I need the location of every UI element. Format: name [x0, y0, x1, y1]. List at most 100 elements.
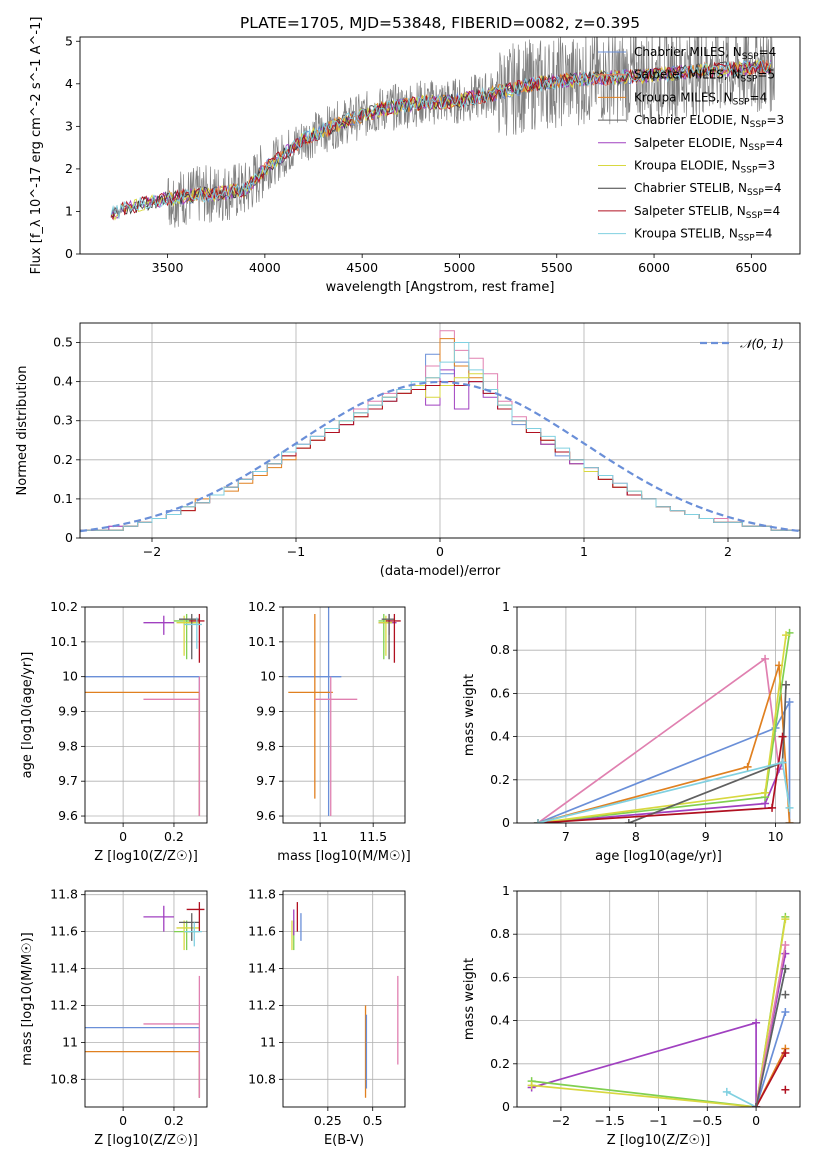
y-tick-label: 0.6 — [490, 969, 510, 984]
plot-area — [80, 330, 800, 533]
x-tick-label: 0 — [436, 544, 444, 559]
y-tick-label: 0.4 — [53, 374, 73, 389]
plus-marker — [785, 803, 794, 812]
x-tick-label: 8 — [632, 829, 640, 844]
weight-line — [531, 918, 787, 1107]
x-tick-label: 4500 — [346, 260, 378, 275]
y-tick-label: 4 — [65, 76, 73, 91]
x-tick-label: 0.2 — [164, 829, 184, 844]
plus-marker — [785, 819, 794, 823]
plus-marker — [781, 1085, 790, 1094]
plus-marker — [768, 803, 777, 812]
chart-age-weight: 7 8 9 10 0 0.2 0.4 0.6 0.8 1 age [log10(age/yr)] ma… — [462, 599, 801, 864]
x-tick-label: 11 — [312, 829, 328, 844]
y-tick-label: 9.8 — [256, 738, 276, 753]
y-tick-label: 11.4 — [248, 961, 276, 976]
x-tick-label: 10 — [768, 829, 784, 844]
y-tick-label: 0.4 — [490, 1013, 510, 1028]
chart-mass-age: 11 11.5 9.6 9.7 9.8 9.9 10 10.1 10.2 mass [log10(… — [248, 599, 411, 864]
plus-marker — [781, 990, 790, 999]
plus-marker — [722, 1087, 731, 1096]
weight-line — [537, 761, 791, 823]
legend: 𝒩(0, 1) — [700, 337, 784, 351]
y-axis-label: mass weight — [462, 958, 477, 1040]
weight-line — [755, 1011, 787, 1107]
plus-marker — [778, 758, 787, 767]
x-tick-label: 0.5 — [363, 1113, 383, 1128]
plus-marker — [781, 1007, 790, 1016]
y-tick-label: 10.2 — [50, 599, 78, 614]
y-tick-label: 0.6 — [490, 685, 510, 700]
x-tick-label: −0.5 — [692, 1113, 722, 1128]
y-tick-label: 5 — [65, 33, 73, 48]
x-tick-label: 0 — [119, 829, 127, 844]
plot-area — [291, 902, 399, 1098]
x-tick-label: 11.5 — [359, 829, 387, 844]
y-tick-label: 0 — [65, 530, 73, 545]
y-tick-label: 0.2 — [490, 772, 510, 787]
plus-marker — [533, 819, 542, 823]
y-tick-label: 0.2 — [53, 452, 73, 467]
legend-label: Chabrier STELIB, NSSP=4 — [634, 181, 782, 198]
plus-marker — [527, 1081, 536, 1090]
x-tick-label: 0 — [752, 1113, 760, 1128]
plus-marker — [743, 762, 752, 771]
weight-line — [755, 1052, 787, 1107]
axes-frame — [516, 606, 801, 824]
y-tick-label: 11.4 — [50, 961, 78, 976]
legend-label: Chabrier MILES, NSSP=4 — [634, 45, 776, 62]
x-tick-label: 1 — [580, 544, 588, 559]
y-tick-label: 0.4 — [490, 729, 510, 744]
y-axis-label: Normed distribution — [15, 366, 30, 496]
y-axis-label: mass [log10(M/M☉)] — [20, 932, 35, 1065]
y-tick-label: 1 — [65, 203, 73, 218]
x-tick-label: 0 — [119, 1113, 127, 1128]
y-tick-label: 9.7 — [58, 773, 78, 788]
legend-label: Salpeter ELODIE, NSSP=4 — [634, 136, 783, 153]
legend-label: Salpeter MILES, NSSP=5 — [634, 68, 775, 85]
figure-title: PLATE=1705, MJD=53848, FIBERID=0082, z=0… — [240, 14, 640, 32]
legend: Chabrier MILES, NSSP=4 Salpeter MILES, NS… — [598, 45, 784, 244]
x-tick-label: −1 — [287, 544, 305, 559]
plot-area — [527, 912, 790, 1107]
normal-curve — [80, 380, 800, 533]
legend-label: Kroupa ELODIE, NSSP=3 — [634, 159, 775, 176]
histogram-step — [80, 342, 800, 531]
plus-marker — [761, 654, 770, 663]
axes-frame — [84, 606, 208, 824]
y-axis-label: Flux [f_λ 10^-17 erg cm^-2 s^-1 A^-1] — [29, 17, 44, 275]
plus-marker — [624, 819, 633, 823]
y-tick-label: 9.6 — [58, 808, 78, 823]
x-tick-label: 0.2 — [164, 1113, 184, 1128]
x-tick-label: 2 — [724, 544, 732, 559]
plot-area — [533, 628, 794, 823]
y-tick-label: 9.8 — [58, 738, 78, 753]
y-tick-label: 10.1 — [50, 634, 78, 649]
x-axis-label: E(B-V) — [324, 1133, 364, 1148]
y-tick-label: 11.6 — [50, 924, 78, 939]
plus-marker — [778, 732, 787, 741]
legend-label: Salpeter STELIB, NSSP=4 — [634, 204, 780, 221]
y-tick-label: 9.6 — [256, 808, 276, 823]
y-tick-label: 0.3 — [53, 413, 73, 428]
y-tick-label: 0 — [502, 1099, 510, 1114]
y-tick-label: 10.1 — [248, 634, 276, 649]
model-line — [110, 59, 772, 219]
y-tick-label: 10.8 — [248, 1071, 276, 1086]
y-tick-label: 9.9 — [58, 704, 78, 719]
y-tick-label: 11 — [260, 1034, 276, 1049]
chart-EBV-mass: 0.25 0.5 10.8 11 11.2 11.4 11.6 11.8 E(B-V) — [248, 887, 406, 1148]
x-tick-label: 6000 — [638, 260, 670, 275]
plus-marker — [781, 915, 790, 924]
x-tick-label: 7 — [562, 829, 570, 844]
x-tick-label: −2 — [143, 544, 161, 559]
x-tick-label: 5500 — [541, 260, 573, 275]
y-tick-label: 11.2 — [248, 997, 276, 1012]
y-tick-label: 2 — [65, 161, 73, 176]
chart-Z-weight: −2 −1.5 −1 −0.5 0 0 0.2 0.4 0.6 0.8 1 Z [log10(Z/Z☉… — [462, 883, 801, 1148]
plus-marker — [781, 1049, 790, 1057]
plus-marker — [781, 964, 790, 973]
plus-marker — [752, 1018, 761, 1027]
x-tick-label: 4000 — [249, 260, 281, 275]
